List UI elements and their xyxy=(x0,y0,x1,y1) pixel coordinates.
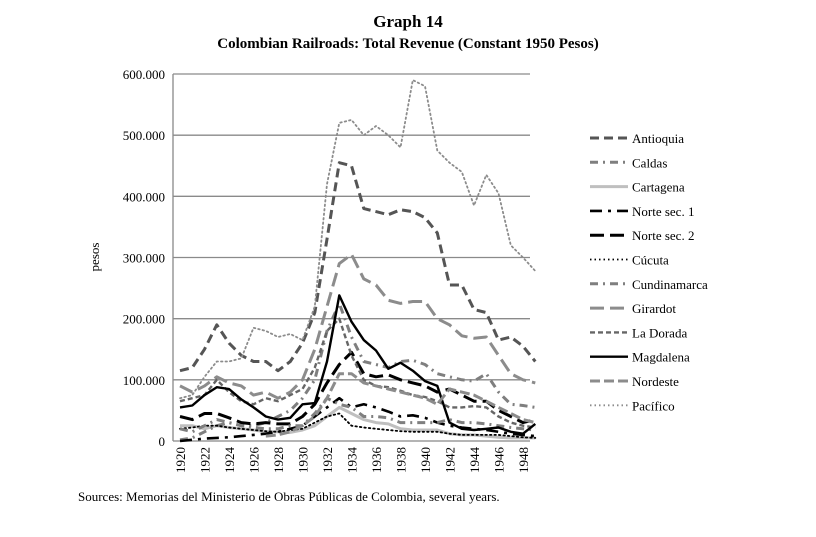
x-tick-label: 1946 xyxy=(492,447,507,474)
x-tick-label: 1930 xyxy=(296,447,311,473)
series-line-norte-sec-2 xyxy=(179,350,536,426)
series-line-pac-fico xyxy=(179,79,537,400)
chart-subtitle: Colombian Railroads: Total Revenue (Cons… xyxy=(217,36,599,52)
legend-label: Pacífico xyxy=(632,398,675,413)
x-tick-label: 1920 xyxy=(173,447,188,473)
y-tick-label: 200.000 xyxy=(123,312,165,327)
y-tick-label: 300.000 xyxy=(123,251,165,266)
x-tick-label: 1938 xyxy=(394,447,409,473)
legend: Antioquia Caldas Cartagena Norte sec. 1 Nort… xyxy=(590,131,708,413)
x-tick-label: 1922 xyxy=(198,447,213,473)
series-line-cundinamarca xyxy=(179,396,536,434)
x-tick-label: 1934 xyxy=(345,447,360,474)
series-line-girardot xyxy=(179,252,536,400)
series-line-antioquia xyxy=(179,161,537,373)
legend-label: Magdalena xyxy=(632,350,690,365)
y-tick-label: 500.000 xyxy=(123,128,165,143)
series-line-caldas xyxy=(179,301,536,442)
legend-label: Cundinamarca xyxy=(632,277,708,292)
legend-label: Girardot xyxy=(632,301,676,316)
legend-label: Norte sec. 1 xyxy=(632,204,694,219)
series-line-la-dorada xyxy=(179,317,536,429)
x-tick-label: 1940 xyxy=(418,447,433,473)
series-line-nordeste xyxy=(265,372,536,438)
legend-label: Antioquia xyxy=(632,131,684,146)
legend-label: La Dorada xyxy=(632,325,687,340)
y-tick-label: 600.000 xyxy=(123,67,165,82)
y-axis-label: pesos xyxy=(87,243,102,272)
x-tick-label: 1924 xyxy=(222,447,237,474)
x-tick-label: 1932 xyxy=(320,447,335,473)
series-line-magdalena xyxy=(179,294,537,435)
legend-label: Norte sec. 2 xyxy=(632,228,694,243)
y-tick-label: 0 xyxy=(159,434,166,449)
x-tick-label: 1926 xyxy=(247,447,262,474)
series-line-c-cuta xyxy=(179,412,537,439)
x-tick-label: 1942 xyxy=(443,447,458,473)
y-tick-label: 400.000 xyxy=(123,189,165,204)
source-note: Sources: Memorias del Ministerio de Obra… xyxy=(78,489,500,504)
chart-title: Graph 14 xyxy=(373,12,443,31)
x-tick-label: 1944 xyxy=(467,447,482,474)
legend-label: Caldas xyxy=(632,155,667,170)
x-tick-label: 1948 xyxy=(516,447,531,473)
legend-label: Nordeste xyxy=(632,374,679,389)
x-tick-label: 1936 xyxy=(369,447,384,474)
x-tick-label: 1928 xyxy=(271,447,286,473)
y-tick-label: 100.000 xyxy=(123,373,165,388)
legend-label: Cartagena xyxy=(632,180,685,195)
legend-label: Cúcuta xyxy=(632,253,669,268)
series-line-norte-sec-1 xyxy=(179,396,536,443)
